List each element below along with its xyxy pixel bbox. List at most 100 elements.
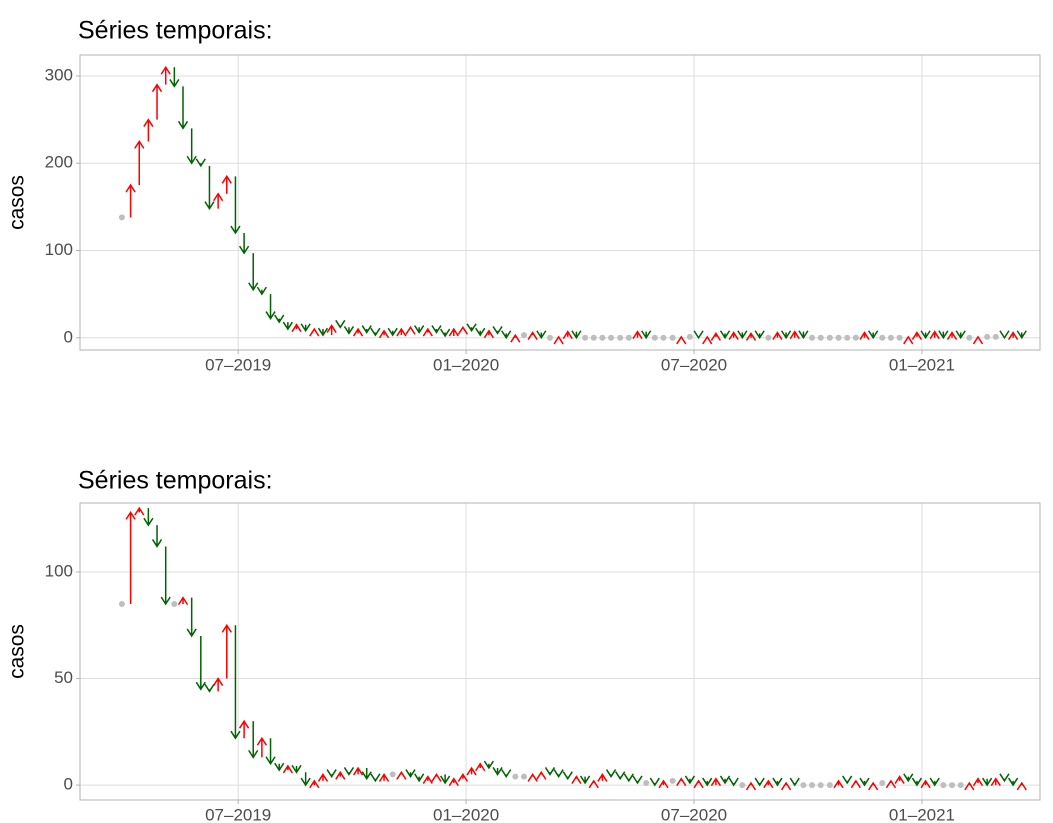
up-arrow [903,335,914,345]
up-arrow [693,779,704,789]
up-arrow [212,677,224,692]
up-arrow [134,140,145,186]
panel-border [79,54,1041,351]
flat-point [844,334,851,341]
down-arrow [981,777,993,787]
up-arrow [309,327,320,337]
up-arrow [378,773,390,782]
down-arrow [579,775,591,785]
down-arrow [789,777,800,787]
down-arrow [361,768,372,781]
up-arrow [745,332,757,341]
down-arrow [169,67,180,88]
flat-point [809,782,816,789]
up-arrow [859,331,870,340]
x-tick-label: 07–2019 [205,355,271,374]
flat-point [879,779,886,786]
down-arrow [475,327,486,337]
up-arrow [125,183,136,218]
down-arrow [754,777,765,787]
up-arrow [326,324,337,336]
up-arrow [972,777,984,787]
flat-point [520,332,527,339]
flat-point [896,334,903,341]
down-arrow [238,233,250,255]
flat-point [966,334,973,341]
up-arrow [676,777,687,787]
down-arrow [903,773,914,783]
down-arrow [230,625,241,740]
up-arrow [929,330,940,340]
flat-point [590,334,597,341]
flat-point [949,782,956,789]
up-arrow [256,736,268,758]
up-arrow [431,773,442,782]
down-arrow [466,323,477,333]
up-arrow [850,779,861,789]
x-tick-label: 07–2019 [205,805,271,823]
down-arrow [1016,330,1027,340]
up-arrow [177,596,189,606]
down-arrow [641,330,652,340]
down-arrow [868,330,879,340]
up-arrow [710,777,722,787]
down-arrow [842,775,853,785]
up-arrow [212,192,224,209]
down-arrow [536,330,547,340]
up-arrow [405,325,416,335]
flat-point [957,782,964,789]
up-arrow [745,781,757,791]
up-arrow [335,770,346,780]
down-arrow [274,762,285,772]
flat-point [826,782,833,789]
y-tick-label: 0 [64,775,73,794]
down-arrow [291,764,302,774]
down-arrow [737,330,748,340]
up-arrow [160,65,171,85]
down-arrow [571,330,582,340]
up-arrow [396,770,407,780]
up-arrow [143,118,154,142]
flat-point [625,334,632,341]
flat-point [608,334,615,341]
y-tick-label: 100 [45,240,73,259]
flat-point [118,600,125,607]
down-arrow [204,683,215,693]
down-arrow [929,777,940,787]
panel: Séries temporais: casos 0 50 100 07–2019 01–20… [6,467,1041,823]
down-arrow [317,327,329,337]
up-arrow [789,330,800,340]
up-arrow [309,779,320,789]
down-arrow [728,777,739,787]
flat-point [835,334,842,341]
flat-point [879,334,886,341]
flat-point [852,334,859,341]
flat-point [992,333,999,340]
up-arrow [466,766,477,776]
down-arrow [326,769,337,778]
up-arrow [571,775,582,784]
down-arrow [492,767,503,776]
flat-point [171,600,178,607]
down-arrow [780,330,792,340]
down-arrow [501,330,512,340]
up-arrow [868,781,879,791]
up-arrow [1007,331,1019,340]
x-tick-label: 01–2020 [433,805,499,823]
up-arrow [475,762,486,772]
down-arrow [343,767,355,776]
up-arrow [972,335,984,345]
flat-point [520,773,527,780]
up-arrow [676,335,687,345]
down-arrow [230,176,241,235]
up-arrow [833,779,844,789]
up-arrow [562,330,573,340]
up-arrow [352,766,364,776]
up-arrow [710,332,722,341]
down-arrow [719,775,731,785]
down-arrow [1007,777,1019,787]
down-arrow [605,769,617,778]
up-arrow [422,327,433,337]
up-arrow [527,331,538,340]
down-arrow [623,773,634,783]
